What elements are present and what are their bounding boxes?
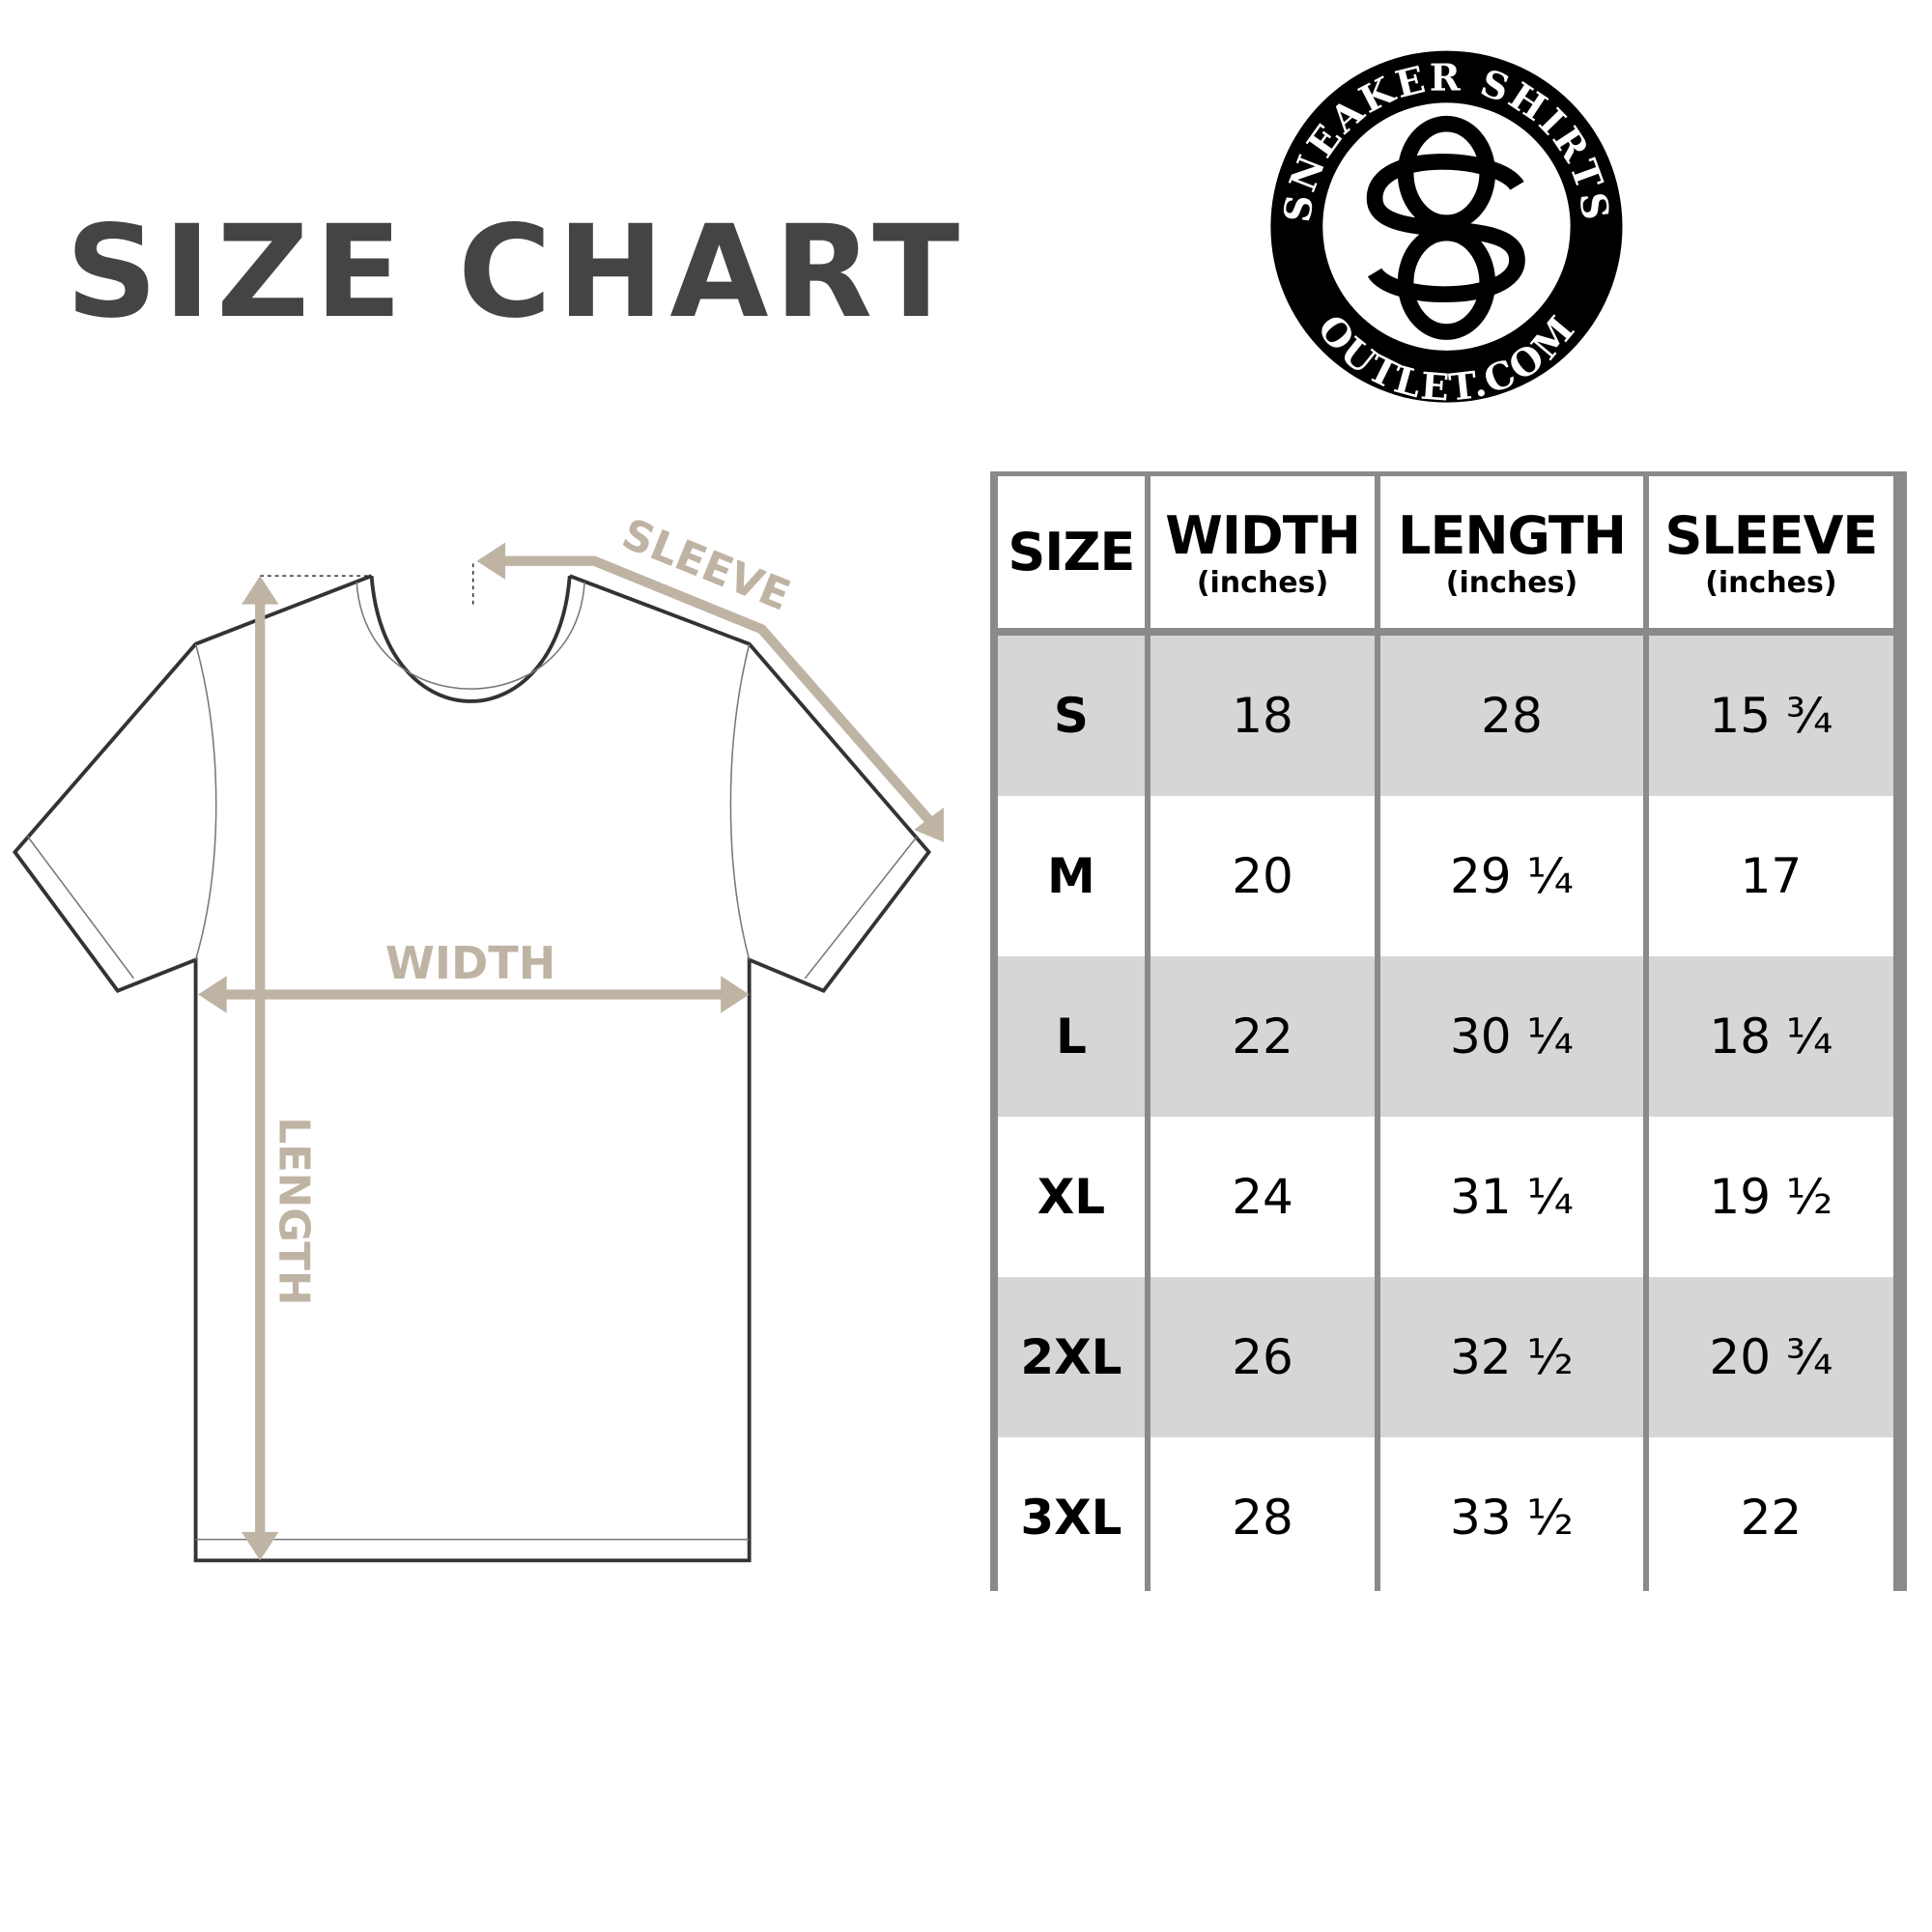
size-cell: 3XL bbox=[998, 1437, 1145, 1598]
header-width: WIDTH (inches) bbox=[1150, 476, 1376, 636]
sleeve-cell: 22 bbox=[1648, 1437, 1893, 1598]
sleeve-arrow bbox=[501, 555, 933, 824]
width-cell: 18 bbox=[1150, 636, 1376, 796]
length-cell: 31 ¼ bbox=[1380, 1117, 1643, 1277]
size-cell: M bbox=[998, 796, 1145, 956]
page-title: SIZE CHART bbox=[66, 198, 966, 347]
length-cell: 32 ½ bbox=[1380, 1277, 1643, 1437]
width-cell: 24 bbox=[1150, 1117, 1376, 1277]
length-cell: 30 ¼ bbox=[1380, 956, 1643, 1117]
sleeve-cell: 15 ¾ bbox=[1648, 636, 1893, 796]
width-cell: 22 bbox=[1150, 956, 1376, 1117]
measure-arrows bbox=[198, 542, 944, 1561]
size-cell: XL bbox=[998, 1117, 1145, 1277]
header-sleeve: SLEEVE (inches) bbox=[1648, 476, 1893, 636]
logo-monogram bbox=[1366, 115, 1525, 340]
tshirt-outline bbox=[12, 563, 932, 1563]
length-cell: 33 ½ bbox=[1380, 1437, 1643, 1598]
width-cell: 20 bbox=[1150, 796, 1376, 956]
table-row: 3XL 28 33 ½ 22 bbox=[998, 1437, 1893, 1598]
width-label: WIDTH bbox=[385, 937, 555, 989]
size-table: SIZE WIDTH (inches) LENGTH (inches) SLEEVE… bbox=[990, 471, 1907, 1598]
table-row: L 22 30 ¼ 18 ¼ bbox=[998, 956, 1893, 1117]
table-row: S 18 28 15 ¾ bbox=[998, 636, 1893, 796]
table-row: XL 24 31 ¼ 19 ½ bbox=[998, 1117, 1893, 1277]
size-cell: 2XL bbox=[998, 1277, 1145, 1437]
table-row: M 20 29 ¼ 17 bbox=[998, 796, 1893, 956]
sleeve-cell: 20 ¾ bbox=[1648, 1277, 1893, 1437]
length-cell: 29 ¼ bbox=[1380, 796, 1643, 956]
size-cell: S bbox=[998, 636, 1145, 796]
header-length: LENGTH (inches) bbox=[1380, 476, 1643, 636]
table-row: 2XL 26 32 ½ 20 ¾ bbox=[998, 1277, 1893, 1437]
sleeve-cell: 18 ¼ bbox=[1648, 956, 1893, 1117]
length-cell: 28 bbox=[1380, 636, 1643, 796]
width-cell: 26 bbox=[1150, 1277, 1376, 1437]
header-size: SIZE bbox=[998, 476, 1145, 636]
size-cell: L bbox=[998, 956, 1145, 1117]
width-cell: 28 bbox=[1150, 1437, 1376, 1598]
sleeve-cell: 19 ½ bbox=[1648, 1117, 1893, 1277]
length-label: LENGTH bbox=[270, 1117, 318, 1305]
brand-logo: SNEAKER SHIRTS OUTLET.COM bbox=[1270, 50, 1623, 411]
sleeve-cell: 17 bbox=[1648, 796, 1893, 956]
table-header-row: SIZE WIDTH (inches) LENGTH (inches) SLEEVE… bbox=[998, 476, 1893, 636]
